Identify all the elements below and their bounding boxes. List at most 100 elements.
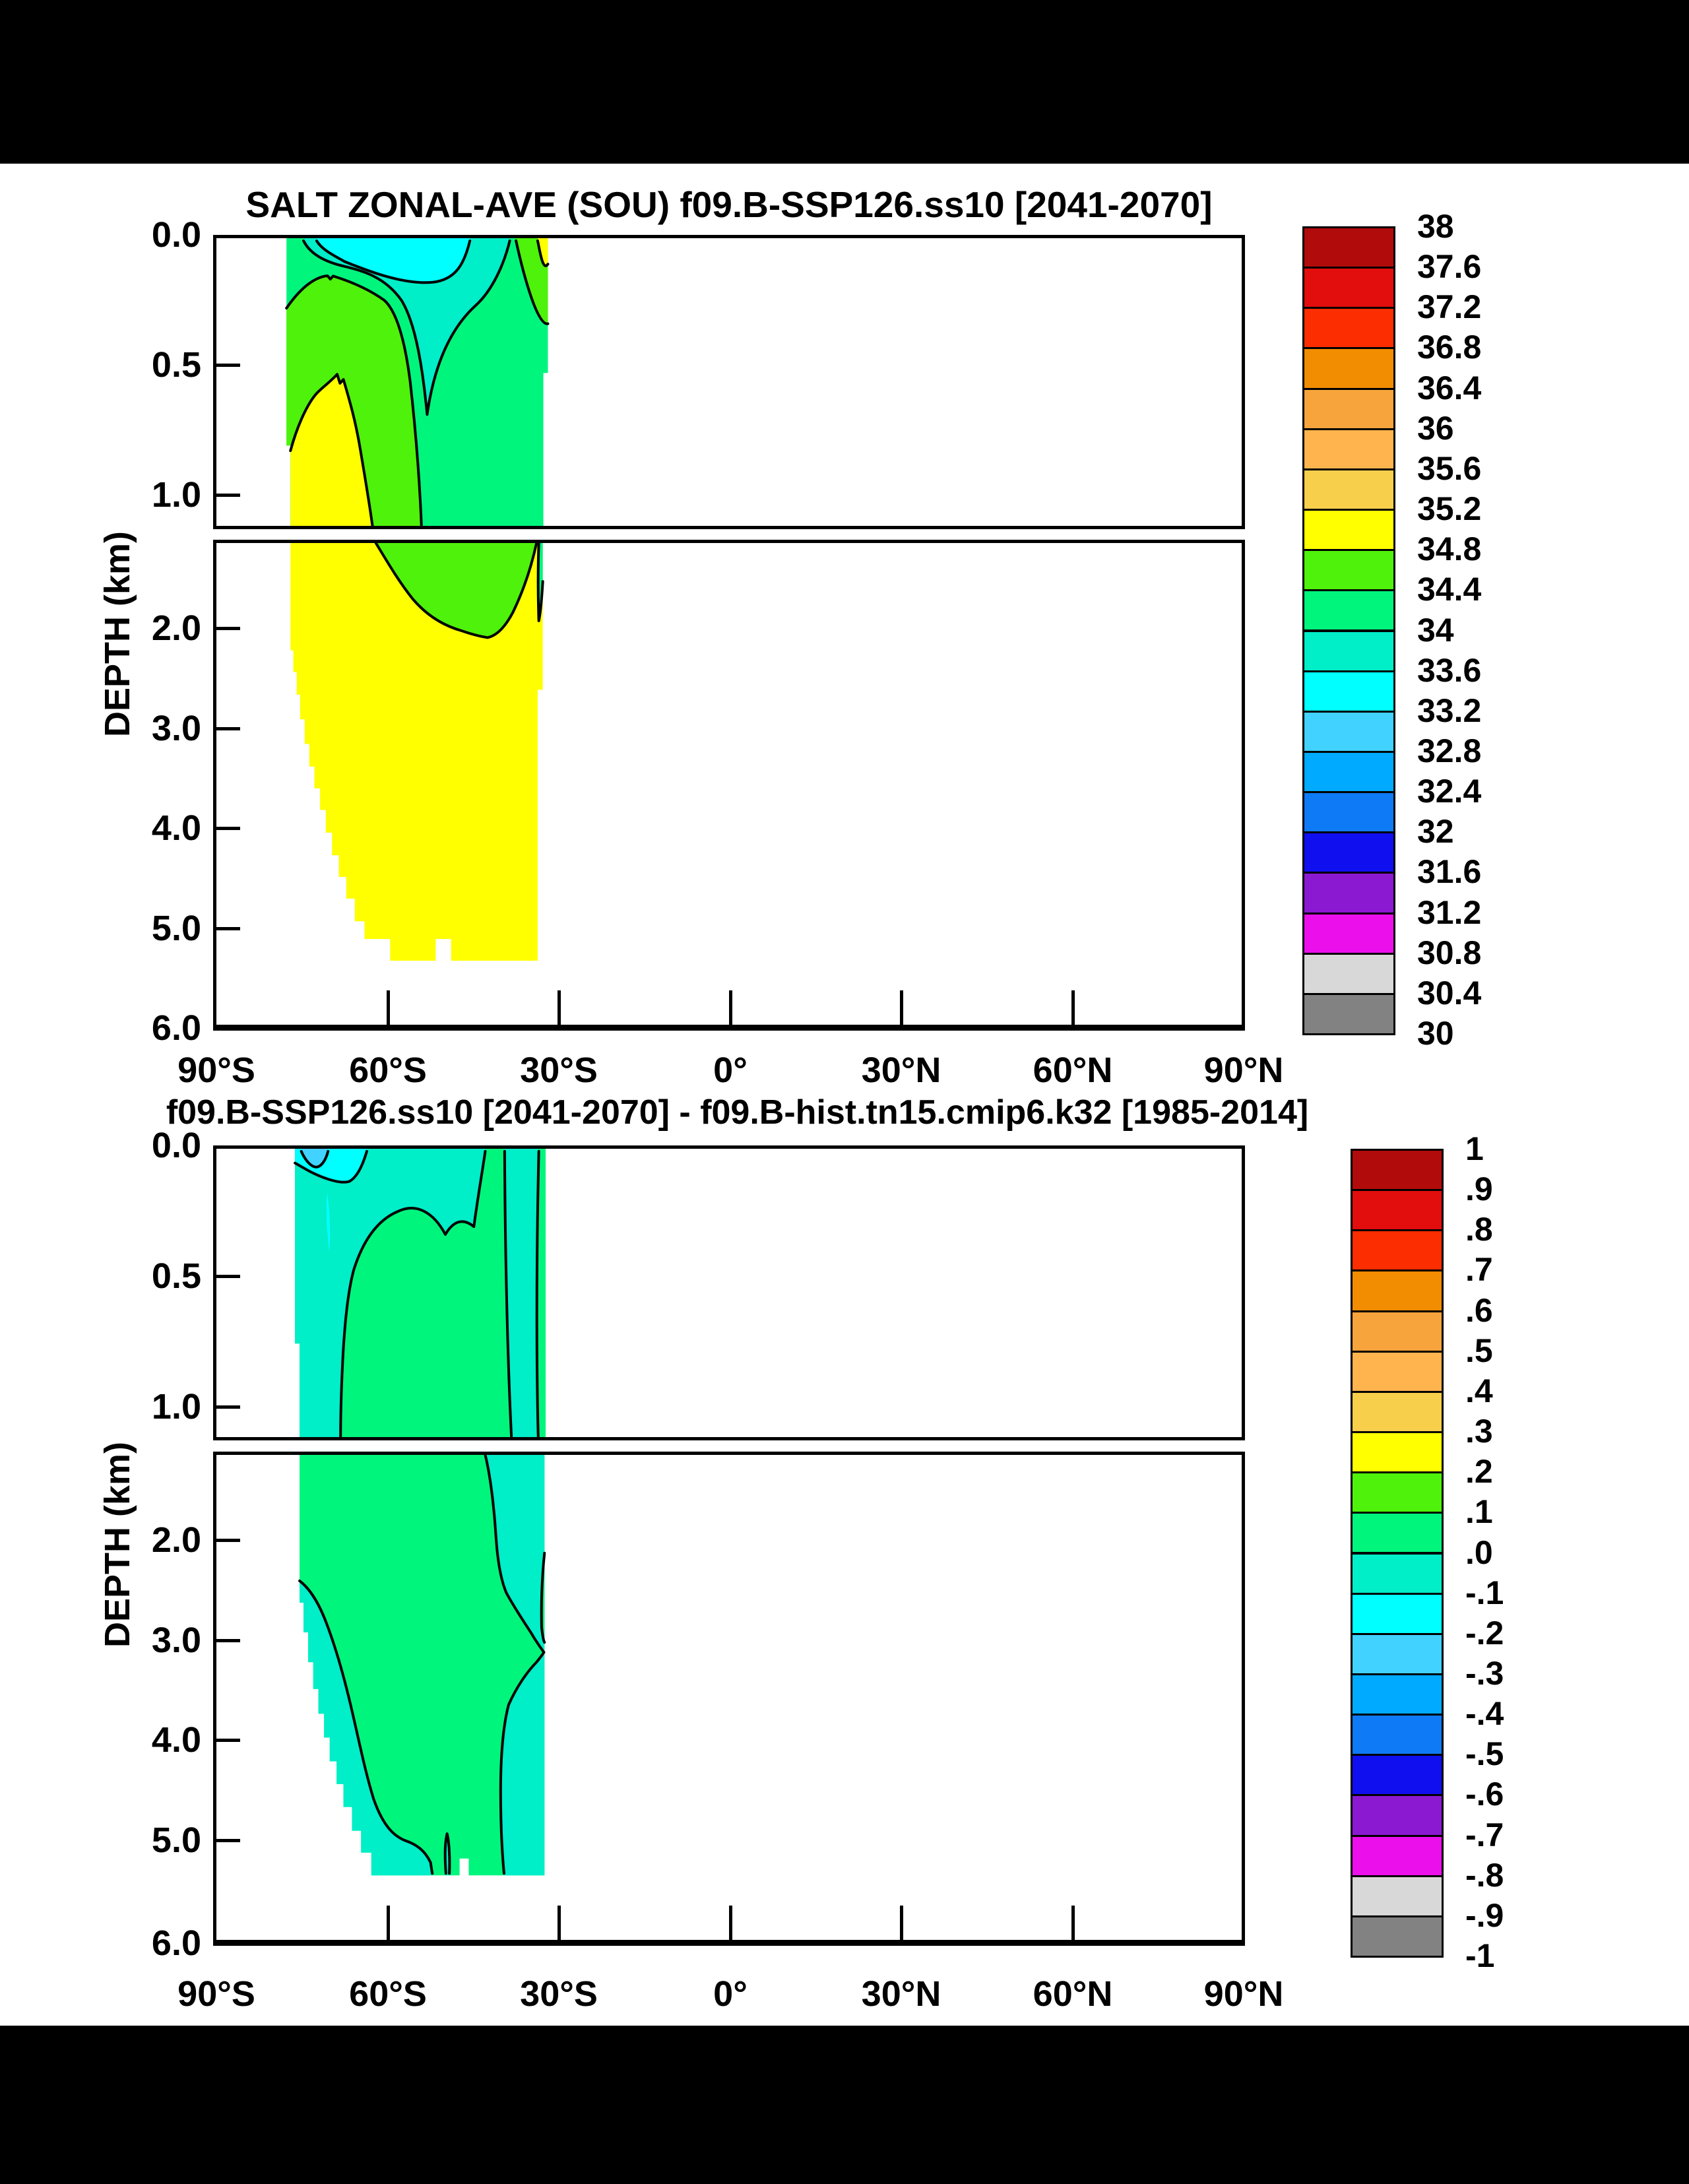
fig2-colorbar-label: .8 — [1465, 1211, 1493, 1248]
fig2-y-tick-label: 6.0 — [151, 1923, 201, 1963]
fig1-y-tick — [216, 927, 240, 930]
fig2-colorbar-segment — [1351, 1471, 1444, 1514]
fig1-colorbar-label: 34.4 — [1417, 571, 1482, 608]
fig1-colorbar-label: 34.8 — [1417, 530, 1482, 568]
fig2-colorbar-segment — [1351, 1915, 1444, 1958]
fig1-colorbar-label: 38 — [1417, 208, 1454, 245]
fig1-colorbar-segment — [1302, 549, 1395, 592]
fig1-x-tick-label: 60°N — [1033, 1050, 1113, 1090]
fig2-colorbar-label: .5 — [1465, 1332, 1493, 1369]
contour-34-4-deep — [538, 543, 543, 621]
fig2-x-tick — [1071, 1906, 1075, 1940]
fig2-x-tick-label: 30°S — [520, 1974, 598, 2014]
fig1-colorbar-label: 36 — [1417, 409, 1454, 447]
fig2-x-tick — [558, 1906, 561, 1940]
fig2-colorbar-segment — [1351, 1149, 1444, 1192]
fig2-lower-panel — [213, 1452, 1245, 1946]
fig1-colorbar-label: 37.2 — [1417, 288, 1482, 326]
fig2-colorbar-segment — [1351, 1269, 1444, 1312]
fig1-y-tick — [216, 364, 240, 367]
fig2-colorbar-label: -.4 — [1465, 1695, 1504, 1733]
fig2-y-tick-label: 4.0 — [151, 1720, 201, 1760]
fig2-y-tick — [216, 1639, 240, 1642]
contour-34-8-deep — [376, 543, 536, 637]
fig1-y-tick-label: 5.0 — [151, 909, 201, 948]
fig1-colorbar-label: 30 — [1417, 1015, 1454, 1052]
fig2-y-tick-label: 5.0 — [151, 1820, 201, 1860]
fig2-y-tick — [216, 1739, 240, 1742]
fig2-colorbar-label: -.5 — [1465, 1735, 1504, 1773]
contour-neg01 — [295, 1151, 367, 1182]
fig2-colorbar-label: 1 — [1465, 1130, 1484, 1167]
fig1-colorbar-segment — [1302, 750, 1395, 794]
fig2-colorbar-label: .1 — [1465, 1493, 1493, 1531]
fig1-colorbar-segment — [1302, 589, 1395, 632]
fig1-colorbar-segment — [1302, 347, 1395, 390]
fig2-upper-contour-plot — [216, 1149, 1242, 1437]
fig1-colorbar-segment — [1302, 912, 1395, 955]
fig1-y-tick-label: 3.0 — [151, 709, 201, 748]
fig1-colorbar-segment — [1302, 428, 1395, 470]
contour-neg02 — [302, 1151, 329, 1167]
fig1-colorbar-label: 37.6 — [1417, 248, 1482, 286]
fig2-colorbar-segment — [1351, 1512, 1444, 1555]
fig1-colorbar-label: 30.8 — [1417, 934, 1482, 971]
fig2-y-tick-label: 3.0 — [151, 1621, 201, 1660]
fig1-x-tick-label: 60°S — [349, 1050, 427, 1090]
fig1-colorbar-segment — [1302, 387, 1395, 430]
fig1-y-tick — [216, 627, 240, 630]
fig1-colorbar-label: 31.6 — [1417, 853, 1482, 891]
fig2-colorbar-label: -1 — [1465, 1937, 1495, 1974]
fig1-colorbar-segment — [1302, 307, 1395, 350]
fig1-y-tick-label: 1.0 — [151, 475, 201, 515]
fig1-colorbar-segment — [1302, 952, 1395, 995]
fig2-lower-contour-plot — [216, 1455, 1242, 1940]
fig1-colorbar-label: 33.2 — [1417, 691, 1482, 729]
fig2-colorbar-segment — [1351, 1632, 1444, 1675]
fig1-colorbar-segment — [1302, 670, 1395, 713]
contour-0-finger — [445, 1834, 450, 1873]
fig2-colorbar-label: .0 — [1465, 1533, 1493, 1571]
fig1-colorbar-segment — [1302, 831, 1395, 874]
fig1-x-tick-label: 90°N — [1203, 1050, 1284, 1090]
fig1-y-tick — [216, 827, 240, 830]
contour-33-6 — [317, 241, 470, 282]
fig2-x-tick — [900, 1906, 903, 1940]
fig1-colorbar-segment — [1302, 509, 1395, 552]
fig2-x-tick-label: 90°S — [177, 1974, 255, 2014]
fig2-x-tick — [387, 1906, 390, 1940]
fig1-upper-panel — [213, 235, 1245, 529]
fig1-colorbar-label: 34 — [1417, 611, 1454, 649]
fig1-y-tick-label: 2.0 — [151, 608, 201, 648]
fig2-colorbar-segment — [1351, 1794, 1444, 1837]
fig1-colorbar-label: 32.4 — [1417, 773, 1482, 810]
fig2-colorbar-label: .3 — [1465, 1413, 1493, 1450]
fig2-y-tick — [216, 1275, 240, 1278]
fig1-title: SALT ZONAL-AVE (SOU) f09.B-SSP126.ss10 [… — [245, 184, 1213, 225]
fig1-x-tick-label: 90°S — [177, 1050, 255, 1090]
contour-0-se-lower — [501, 1652, 544, 1873]
fig1-colorbar-label: 32 — [1417, 813, 1454, 851]
fig1-colorbar-label: 31.2 — [1417, 893, 1482, 931]
fig2-colorbar-label: -.8 — [1465, 1856, 1504, 1894]
fig1-colorbar-segment — [1302, 629, 1395, 672]
fig2-colorbar-label: .4 — [1465, 1372, 1493, 1409]
fig2-x-tick-label: 30°N — [861, 1974, 941, 2014]
fig2-colorbar-label: .6 — [1465, 1291, 1493, 1329]
fig2-colorbar-segment — [1351, 1552, 1444, 1595]
fig1-y-tick-label: 6.0 — [151, 1008, 201, 1048]
fig2-colorbar-label: .7 — [1465, 1251, 1493, 1289]
fig2-x-tick-label: 0° — [713, 1974, 748, 2014]
fig1-x-tick — [1071, 990, 1075, 1025]
fig1-x-tick-label: 30°S — [520, 1050, 598, 1090]
fig2-colorbar-segment — [1351, 1673, 1444, 1716]
fig1-colorbar-label: 36.8 — [1417, 329, 1482, 366]
fig2-colorbar-label: .9 — [1465, 1171, 1493, 1208]
fig1-colorbar-label: 36.4 — [1417, 369, 1482, 406]
fig1-colorbar-segment — [1302, 267, 1395, 309]
fig2-colorbar-label: -.9 — [1465, 1896, 1504, 1934]
fig1-colorbar-segment — [1302, 872, 1395, 915]
contour-0-right-a — [505, 1151, 511, 1437]
contour-34 — [303, 241, 510, 414]
fig1-colorbar-label: 33.6 — [1417, 651, 1482, 689]
